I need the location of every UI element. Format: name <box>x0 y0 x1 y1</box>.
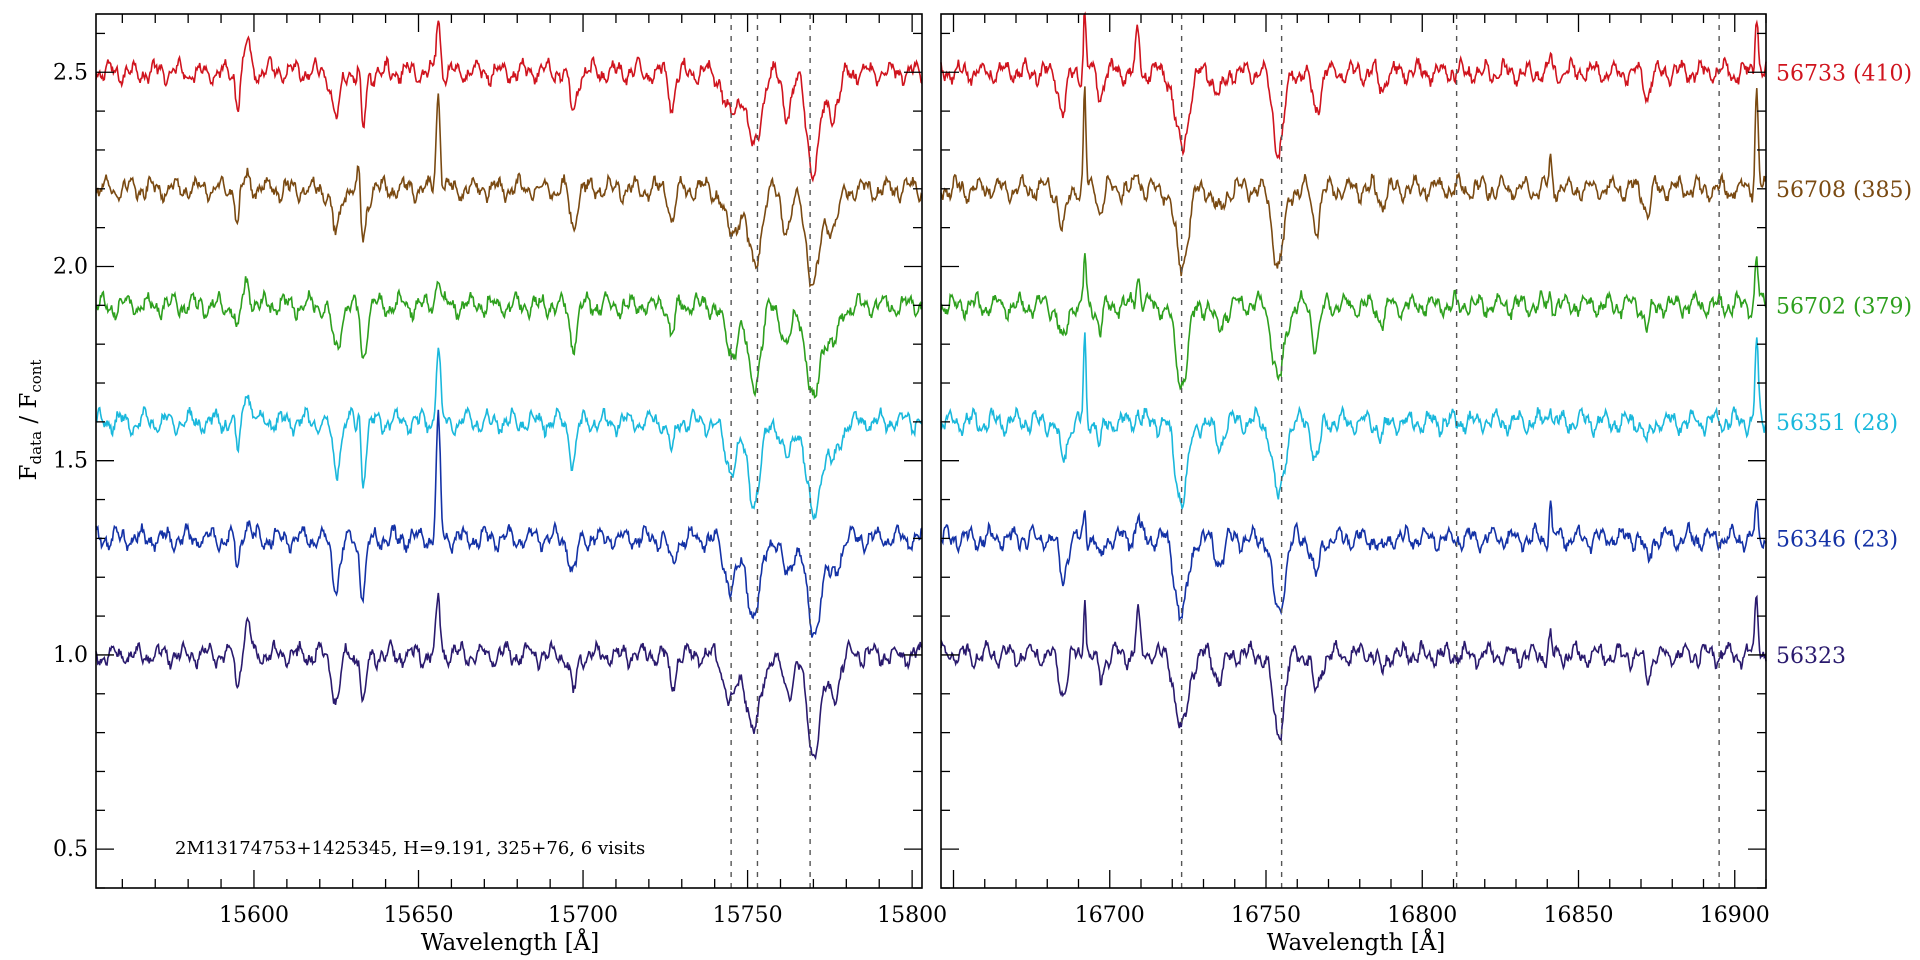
y-tick-label: 2.5 <box>53 60 88 85</box>
panel-frame-1 <box>95 13 923 889</box>
spectrum-line-56733-panel-2 <box>940 11 1767 161</box>
series-label-56351: 56351 (28) <box>1776 411 1898 436</box>
x-tick-label: 15700 <box>548 903 618 928</box>
series-label-56702: 56702 (379) <box>1776 294 1912 319</box>
plot-layer: 15600 15650 15700 15750 15800 0.5 1.0 1.5 2.0 2.5… <box>53 11 1912 928</box>
spectrum-line-56733-panel-1 <box>95 20 923 183</box>
spectrum-line-56702-panel-2 <box>940 253 1767 391</box>
x-tick-label: 15750 <box>713 903 783 928</box>
spectrum-line-56323-panel-1 <box>95 592 923 761</box>
x-tick-label: 15600 <box>219 903 289 928</box>
spectrum-line-56351-panel-2 <box>940 332 1767 511</box>
spectrum-line-56346-panel-2 <box>940 500 1767 622</box>
x-tick-label: 16750 <box>1231 903 1301 928</box>
spectrum-line-56708-panel-2 <box>940 86 1767 277</box>
x-axis-label-right: Wavelength [Å] <box>1267 928 1445 956</box>
spectrum-line-56351-panel-1 <box>95 347 923 520</box>
x-tick-label: 16850 <box>1544 903 1614 928</box>
panel-frame-2 <box>940 13 1767 889</box>
x-tick-label: 15800 <box>877 903 947 928</box>
star-info-annotation: 2M13174753+1425345, H=9.191, 325+76, 6 v… <box>175 838 645 859</box>
spectrum-line-56708-panel-1 <box>95 93 923 288</box>
series-label-56346: 56346 (23) <box>1776 527 1898 552</box>
series-label-56708: 56708 (385) <box>1776 178 1912 203</box>
x-axis-label-left: Wavelength [Å] <box>421 928 599 956</box>
x-tick-label: 16700 <box>1075 903 1145 928</box>
spectrum-line-56702-panel-1 <box>95 276 923 399</box>
y-axis-label: Fdata / Fcont <box>16 360 45 481</box>
y-tick-label: 2.0 <box>53 254 88 279</box>
spectrum-line-56346-panel-1 <box>95 409 923 638</box>
y-tick-label: 0.5 <box>53 837 88 862</box>
series-label-56323: 56323 <box>1776 644 1846 669</box>
spectrum-line-56323-panel-2 <box>940 594 1767 742</box>
x-tick-label: 16800 <box>1387 903 1457 928</box>
y-tick-label: 1.5 <box>53 449 88 474</box>
y-tick-label: 1.0 <box>53 643 88 668</box>
x-tick-label: 16900 <box>1700 903 1770 928</box>
series-label-56733: 56733 (410) <box>1776 61 1912 86</box>
x-tick-label: 15650 <box>384 903 454 928</box>
